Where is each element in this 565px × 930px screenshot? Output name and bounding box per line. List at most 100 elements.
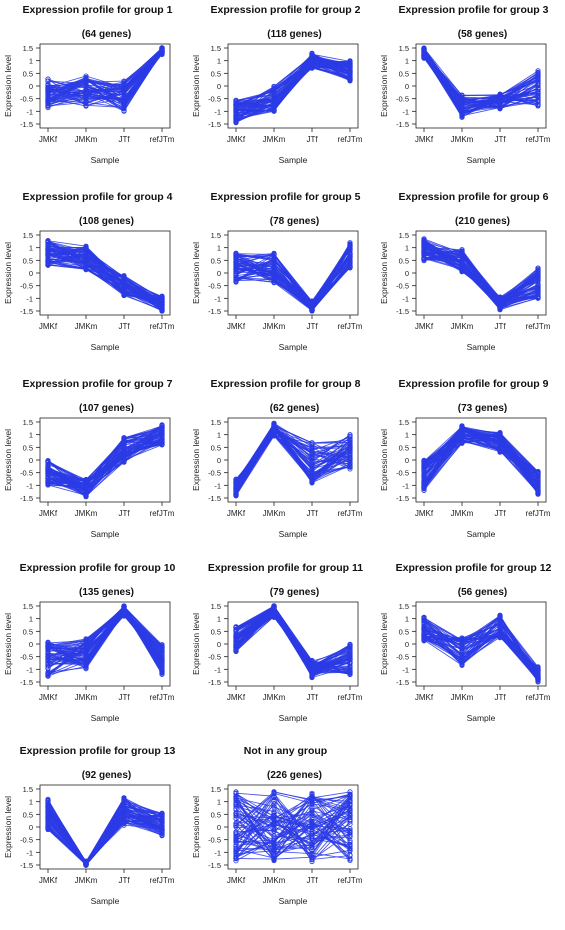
y-tick-label: 0 <box>217 456 221 465</box>
y-tick-label: 1.5 <box>23 785 33 794</box>
chart-title: Expression profile for group 3 <box>399 4 549 16</box>
y-tick-label: -1.5 <box>396 120 409 129</box>
chart-title: Not in any group <box>244 745 327 757</box>
series-lines <box>422 46 540 120</box>
y-tick-label: 0.5 <box>399 69 409 78</box>
x-tick-label: refJTm <box>150 135 175 144</box>
y-tick-label: -1.5 <box>20 494 33 503</box>
y-tick-label: -0.5 <box>20 469 33 478</box>
y-tick-label: 1.5 <box>23 602 33 611</box>
x-tick-label: JMKm <box>263 322 286 331</box>
y-tick-label: 0.5 <box>399 443 409 452</box>
series-lines <box>46 46 164 114</box>
y-tick-label: 0 <box>29 82 33 91</box>
y-tick-label: 1 <box>405 615 409 624</box>
chart-title: Expression profile for group 11 <box>208 562 363 574</box>
x-tick-label: refJTm <box>526 693 551 702</box>
chart-subtitle: (226 genes) <box>267 770 322 781</box>
chart-subtitle: (73 genes) <box>458 403 507 414</box>
chart-title: Expression profile for group 9 <box>399 378 549 390</box>
x-tick-label: JTf <box>494 322 506 331</box>
x-axis-label: Sample <box>467 342 496 352</box>
x-tick-label: JMKf <box>415 693 434 702</box>
x-tick-label: JMKf <box>227 509 246 518</box>
chart-panel-3: Expression profile for group 3(58 genes)… <box>376 0 561 184</box>
chart-title: Expression profile for group 12 <box>396 562 552 574</box>
chart-panel-12: Expression profile for group 12(56 genes… <box>376 558 561 742</box>
x-tick-label: JMKm <box>451 509 474 518</box>
y-axis-label: Expression level <box>3 613 13 675</box>
series-lines <box>234 51 352 125</box>
x-tick-label: JTf <box>306 135 318 144</box>
y-tick-label: 1 <box>29 244 33 253</box>
x-tick-label: JTf <box>494 693 506 702</box>
chart-panel-11: Expression profile for group 11(79 genes… <box>188 558 373 742</box>
y-tick-label: 1 <box>29 798 33 807</box>
y-tick-label: -1.5 <box>208 120 221 129</box>
y-tick-label: 1.5 <box>23 44 33 53</box>
chart-svg-3: Expression profile for group 3(58 genes)… <box>376 0 561 184</box>
y-tick-label: 1.5 <box>399 44 409 53</box>
y-axis-label: Expression level <box>3 429 13 491</box>
y-tick-label: 0.5 <box>211 69 221 78</box>
x-tick-label: JTf <box>494 509 506 518</box>
x-tick-label: JTf <box>494 135 506 144</box>
x-tick-label: JMKf <box>39 876 58 885</box>
x-axis-label: Sample <box>91 896 120 906</box>
series-lines <box>234 604 352 680</box>
y-tick-label: 0 <box>29 640 33 649</box>
chart-svg-2: Expression profile for group 2(118 genes… <box>188 0 373 184</box>
x-tick-label: JMKm <box>75 135 98 144</box>
y-axis-label: Expression level <box>191 429 201 491</box>
x-tick-label: JMKm <box>451 693 474 702</box>
chart-panel-4: Expression profile for group 4(108 genes… <box>0 187 185 371</box>
x-tick-label: refJTm <box>150 876 175 885</box>
y-tick-label: -1 <box>26 107 33 116</box>
x-tick-label: JTf <box>118 322 130 331</box>
y-axis-label: Expression level <box>379 613 389 675</box>
chart-svg-4: Expression profile for group 4(108 genes… <box>0 187 185 371</box>
y-tick-label: -0.5 <box>20 653 33 662</box>
y-tick-label: 0.5 <box>23 810 33 819</box>
chart-svg-12: Expression profile for group 12(56 genes… <box>376 558 561 742</box>
chart-title: Expression profile for group 8 <box>211 378 361 390</box>
y-tick-label: 0.5 <box>399 256 409 265</box>
chart-subtitle: (210 genes) <box>455 216 510 227</box>
x-tick-label: JTf <box>118 876 130 885</box>
y-tick-label: -1 <box>214 107 221 116</box>
x-tick-label: JMKm <box>451 135 474 144</box>
y-tick-label: 1.5 <box>23 418 33 427</box>
y-tick-label: 1.5 <box>399 231 409 240</box>
y-tick-label: -0.5 <box>208 95 221 104</box>
chart-svg-1: Expression profile for group 1 (64 genes)… <box>0 0 185 184</box>
y-tick-label: -0.5 <box>396 282 409 291</box>
chart-title: Expression profile for group 5 <box>211 191 361 203</box>
x-axis-label: Sample <box>467 155 496 165</box>
y-tick-label: 0 <box>29 456 33 465</box>
y-tick-label: -1.5 <box>20 120 33 129</box>
y-tick-label: 1.5 <box>399 418 409 427</box>
chart-title: Expression profile for group 1 <box>23 4 173 16</box>
y-axis-label: Expression level <box>191 55 201 117</box>
chart-subtitle: (135 genes) <box>79 587 134 598</box>
x-tick-label: JMKf <box>39 509 58 518</box>
chart-title: Expression profile for group 2 <box>211 4 361 16</box>
series-lines <box>422 613 540 684</box>
y-tick-label: 0.5 <box>23 69 33 78</box>
y-tick-label: 1 <box>29 57 33 66</box>
x-axis-label: Sample <box>279 342 308 352</box>
chart-panel-10: Expression profile for group 10(135 gene… <box>0 558 185 742</box>
chart-subtitle: (64 genes) <box>82 29 131 40</box>
y-tick-label: 0.5 <box>23 443 33 452</box>
y-tick-label: 0 <box>29 269 33 278</box>
x-tick-label: JMKm <box>75 876 98 885</box>
y-tick-label: 0 <box>217 640 221 649</box>
y-tick-label: 0 <box>405 456 409 465</box>
series-lines <box>234 421 352 498</box>
y-axis-label: Expression level <box>379 429 389 491</box>
y-tick-label: 0 <box>405 82 409 91</box>
chart-svg-9: Expression profile for group 9 (73 genes)… <box>376 374 561 558</box>
chart-title: Expression profile for group 13 <box>20 745 176 757</box>
chart-svg-14: Not in any group(226 genes)1.510.50-0.5-… <box>188 741 373 925</box>
x-axis-label: Sample <box>91 342 120 352</box>
